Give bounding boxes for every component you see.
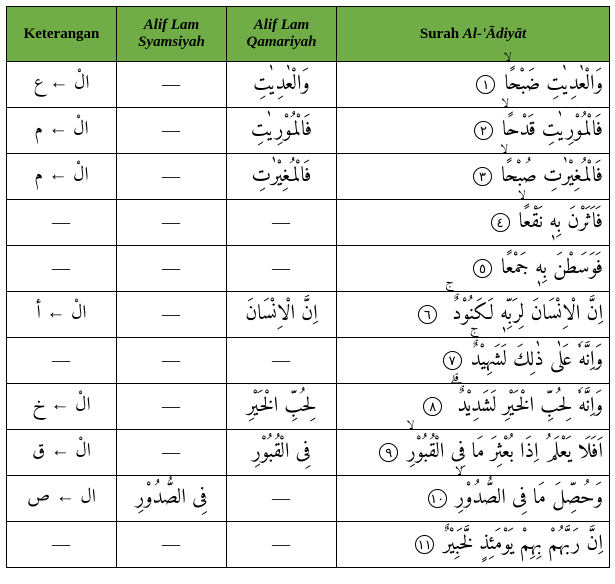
- ayat-number: ١١: [415, 535, 434, 554]
- cell-syamsiyah: فِى الصُّدُوْرِ: [117, 476, 227, 522]
- cell-keterangan: الْ ←‎ م: [7, 108, 117, 154]
- ayat-text: فَاَثَرْنَ بِهٖ نَقْعًاۙ: [513, 204, 604, 241]
- cell-ayat: فَالْمُوْرِيٰتِ قَدْحًاۙ ٢: [337, 108, 610, 154]
- ayat-text: فَالْمُوْرِيٰتِ قَدْحًاۙ: [496, 112, 603, 149]
- cell-keterangan: الْ ←‎ ق: [7, 430, 117, 476]
- header-keterangan: Keterangan: [7, 7, 117, 62]
- cell-qamariyah: —: [227, 200, 337, 246]
- cell-ayat: اِنَّ رَبَّهُمْ بِهِمْ يَوْمَئِذٍ لَّخَب…: [337, 522, 610, 568]
- table-row: الْ ←‎ م—فَالْمُغِيْرٰتِفَالْمُغِيْرٰتِ …: [7, 154, 610, 200]
- cell-qamariyah: —: [227, 338, 337, 384]
- cell-keterangan: الْ ←‎ م: [7, 154, 117, 200]
- cell-ayat: وَاِنَّهٗ لِحُبِّ الْخَيْرِ لَشَدِيْدٌ ۗ…: [337, 384, 610, 430]
- cell-qamariyah: لِحُبِّ الْخَيْرِ: [227, 384, 337, 430]
- cell-keterangan: —: [7, 522, 117, 568]
- ayat-text: فَالْمُغِيْرٰتِ صُبْحًاۙ: [495, 158, 603, 195]
- cell-qamariyah: —: [227, 246, 337, 292]
- cell-qamariyah: فَالْمُغِيْرٰتِ: [227, 154, 337, 200]
- ayat-number: ٧: [443, 351, 462, 370]
- cell-keterangan: ال ←‎ ص: [7, 476, 117, 522]
- table-row: الْ ←‎ م—فَالْمُوْرِيٰتِفَالْمُوْرِيٰتِ …: [7, 108, 610, 154]
- cell-syamsiyah: —: [117, 430, 227, 476]
- table-row: الْ ←‎ ع—وَالْعٰدِيٰتِوَالْعٰدِيٰتِ ضَبْ…: [7, 62, 610, 108]
- header-surah-pre: Surah: [420, 26, 463, 42]
- table-row: ———فَوَسَطْنَ بِهٖ جَمْعًا ٥: [7, 246, 610, 292]
- header-syam-line2: Syamsiyah: [138, 34, 205, 50]
- cell-qamariyah: —: [227, 476, 337, 522]
- header-qam-line1: Alif Lam: [254, 17, 309, 33]
- ayat-number: ٦: [418, 305, 437, 324]
- cell-ayat: اِنَّ الْاِنْسَانَ لِرَبِّهٖ لَكَنُوْدٌ …: [337, 292, 610, 338]
- ayat-text: وَحُصِّلَ مَا فِى الصُّدُوْرِۙ: [450, 480, 603, 517]
- table-row: ال ←‎ صفِى الصُّدُوْرِ—وَحُصِّلَ مَا فِى…: [7, 476, 610, 522]
- header-qamariyah: Alif Lam Qamariyah: [227, 7, 337, 62]
- cell-keterangan: —: [7, 338, 117, 384]
- ayat-text: اَفَلَا يَعْلَمُ اِذَا بُعْثِرَ مَا فِى …: [401, 434, 603, 471]
- cell-qamariyah: —: [227, 522, 337, 568]
- ayat-number: ٥: [473, 259, 492, 278]
- cell-syamsiyah: —: [117, 292, 227, 338]
- cell-ayat: اَفَلَا يَعْلَمُ اِذَا بُعْثِرَ مَا فِى …: [337, 430, 610, 476]
- cell-qamariyah: وَالْعٰدِيٰتِ: [227, 62, 337, 108]
- table-row: ———اِنَّ رَبَّهُمْ بِهِمْ يَوْمَئِذٍ لَّ…: [7, 522, 610, 568]
- ayat-number: ٣: [473, 167, 492, 186]
- cell-qamariyah: فِى الْقُبُوْرِ: [227, 430, 337, 476]
- cell-syamsiyah: —: [117, 384, 227, 430]
- table-row: الْ ←‎ أ—اِنَّ الْاِنْسَانَ اِنَّ الْاِنْ…: [7, 292, 610, 338]
- cell-syamsiyah: —: [117, 108, 227, 154]
- cell-syamsiyah: —: [117, 154, 227, 200]
- ayat-text: وَاِنَّهٗ لِحُبِّ الْخَيْرِ لَشَدِيْدٌ ۗ: [445, 388, 603, 425]
- ayat-text: فَوَسَطْنَ بِهٖ جَمْعًا: [495, 250, 603, 287]
- tajwid-table: Keterangan Alif Lam Syamsiyah Alif Lam Q…: [6, 6, 610, 568]
- ayat-text: اِنَّ رَبَّهُمْ بِهِمْ يَوْمَئِذٍ لَّخَب…: [437, 526, 603, 563]
- ayat-number: ١: [476, 75, 495, 94]
- ayat-number: ٢: [474, 121, 493, 140]
- ayat-number: ١٠: [428, 489, 447, 508]
- header-syamsiyah: Alif Lam Syamsiyah: [117, 7, 227, 62]
- header-surah: Surah Al-'Ādiyāt: [337, 7, 610, 62]
- ayat-number: ٨: [423, 397, 442, 416]
- cell-ayat: وَاِنَّهٗ عَلٰى ذٰلِكَ لَشَهِيْدٌۚ ٧: [337, 338, 610, 384]
- cell-qamariyah: فَالْمُوْرِيٰتِ: [227, 108, 337, 154]
- cell-keterangan: الْ ←‎ أ: [7, 292, 117, 338]
- ayat-text: اِنَّ الْاِنْسَانَ لِرَبِّهٖ لَكَنُوْدٌ …: [440, 296, 603, 333]
- ayat-text: وَاِنَّهٗ عَلٰى ذٰلِكَ لَشَهِيْدٌۚ: [465, 342, 603, 379]
- cell-syamsiyah: —: [117, 246, 227, 292]
- table-row: الْ ←‎ خ—لِحُبِّ الْخَيْرِوَاِنَّهٗ لِحُ…: [7, 384, 610, 430]
- table-row: الْ ←‎ ق—فِى الْقُبُوْرِ اَفَلَا يَعْلَمُ…: [7, 430, 610, 476]
- cell-keterangan: الْ ←‎ ع: [7, 62, 117, 108]
- cell-ayat: وَالْعٰدِيٰتِ ضَبْحًاۙ ١: [337, 62, 610, 108]
- header-syam-line1: Alif Lam: [144, 17, 199, 33]
- header-row: Keterangan Alif Lam Syamsiyah Alif Lam Q…: [7, 7, 610, 62]
- table-row: ———فَاَثَرْنَ بِهٖ نَقْعًاۙ ٤: [7, 200, 610, 246]
- cell-ayat: وَحُصِّلَ مَا فِى الصُّدُوْرِۙ ١٠: [337, 476, 610, 522]
- cell-ayat: فَالْمُغِيْرٰتِ صُبْحًاۙ ٣: [337, 154, 610, 200]
- cell-keterangan: —: [7, 200, 117, 246]
- cell-ayat: فَاَثَرْنَ بِهٖ نَقْعًاۙ ٤: [337, 200, 610, 246]
- cell-keterangan: الْ ←‎ خ: [7, 384, 117, 430]
- cell-ayat: فَوَسَطْنَ بِهٖ جَمْعًا ٥: [337, 246, 610, 292]
- cell-qamariyah: اِنَّ الْاِنْسَانَ: [227, 292, 337, 338]
- cell-keterangan: —: [7, 246, 117, 292]
- ayat-number: ٩: [379, 443, 398, 462]
- cell-syamsiyah: —: [117, 62, 227, 108]
- cell-syamsiyah: —: [117, 522, 227, 568]
- ayat-number: ٤: [491, 213, 510, 232]
- header-qam-line2: Qamariyah: [246, 34, 316, 50]
- header-surah-name: Al-'Ādiyāt: [463, 26, 526, 42]
- table-row: ———وَاِنَّهٗ عَلٰى ذٰلِكَ لَشَهِيْدٌۚ ٧: [7, 338, 610, 384]
- ayat-text: وَالْعٰدِيٰتِ ضَبْحًاۙ: [498, 66, 603, 103]
- cell-syamsiyah: —: [117, 338, 227, 384]
- cell-syamsiyah: —: [117, 200, 227, 246]
